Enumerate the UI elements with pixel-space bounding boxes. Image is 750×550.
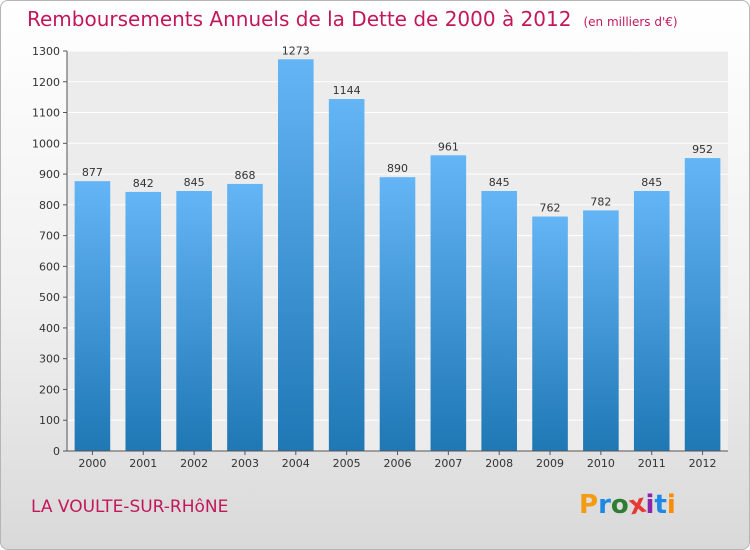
- y-tick-label: 1300: [32, 45, 60, 58]
- x-tick-label: 2004: [282, 457, 310, 470]
- bar-2003: [227, 183, 263, 451]
- x-tick-label: 2006: [384, 457, 412, 470]
- x-tick-label: 2008: [485, 457, 513, 470]
- x-tick-label: 2003: [231, 457, 259, 470]
- x-tick-label: 2009: [536, 457, 564, 470]
- bar-2005: [328, 99, 365, 451]
- data-label: 952: [692, 143, 713, 156]
- data-labels: 877 842 845 868 1273 1144 890 961 845 762 782 845 95…: [82, 44, 713, 214]
- y-tick-label: 300: [39, 353, 60, 366]
- y-tick-label: 800: [39, 199, 60, 212]
- x-tick-label: 2007: [434, 457, 462, 470]
- x-tick-label: 2000: [78, 457, 106, 470]
- data-label: 961: [438, 140, 459, 153]
- chart-title-text: Remboursements Annuels de la Dette de 20…: [27, 7, 572, 31]
- logo-letter: i: [645, 490, 655, 520]
- bar-2006: [379, 177, 416, 451]
- data-label: 1144: [333, 84, 361, 97]
- x-tick-label: 2001: [129, 457, 157, 470]
- y-tick-label: 100: [39, 414, 60, 427]
- x-tick-label: 2012: [689, 457, 717, 470]
- x-tick-label: 2002: [180, 457, 208, 470]
- logo-letter: i: [666, 490, 676, 520]
- y-tick-label: 1100: [32, 107, 60, 120]
- bars: [74, 59, 721, 452]
- bar-2004: [278, 59, 314, 452]
- bar-2007: [430, 155, 467, 452]
- logo-letter: t: [654, 490, 667, 520]
- bar-2012: [684, 158, 721, 452]
- bar-2001: [125, 191, 162, 451]
- axes: 0 100 200 300 400 500 600 700 800 900 1000 1100 1200…: [32, 45, 728, 470]
- x-tick-label: 2010: [587, 457, 615, 470]
- y-tick-label: 600: [39, 260, 60, 273]
- x-tick-label: 2005: [333, 457, 361, 470]
- proxiti-logo: Proxiti: [579, 489, 676, 522]
- y-tick-label: 1200: [32, 76, 60, 89]
- logo-letter: r: [598, 490, 611, 520]
- data-label: 890: [387, 162, 408, 175]
- y-tick-label: 0: [53, 445, 60, 458]
- y-tick-label: 500: [39, 291, 60, 304]
- bar-2011: [633, 191, 670, 451]
- y-tick-label: 400: [39, 322, 60, 335]
- commune-name: LA VOULTE-SUR-RHôNE: [31, 497, 229, 517]
- y-tick-label: 900: [39, 168, 60, 181]
- chart-unit-label: (en milliers d'€): [583, 15, 678, 29]
- bar-2008: [481, 191, 517, 451]
- data-label: 845: [184, 176, 205, 189]
- y-tick-label: 200: [39, 383, 60, 396]
- chart-title: Remboursements Annuels de la Dette de 20…: [27, 7, 678, 31]
- data-label: 868: [234, 169, 255, 182]
- data-label: 877: [82, 166, 103, 179]
- y-tick-label: 700: [39, 230, 60, 243]
- data-label: 845: [641, 176, 662, 189]
- bar-2000: [74, 181, 111, 451]
- data-label: 1273: [282, 44, 310, 57]
- x-tick-label: 2011: [638, 457, 666, 470]
- bar-2010: [583, 210, 619, 451]
- data-label: 842: [133, 177, 154, 190]
- logo-letter: o: [610, 490, 629, 520]
- bar-2009: [532, 216, 568, 451]
- data-label: 845: [489, 176, 510, 189]
- bar-2002: [176, 191, 212, 451]
- y-tick-label: 1000: [32, 137, 60, 150]
- data-label: 782: [590, 195, 611, 208]
- data-label: 762: [540, 202, 561, 215]
- logo-letter: P: [579, 490, 599, 520]
